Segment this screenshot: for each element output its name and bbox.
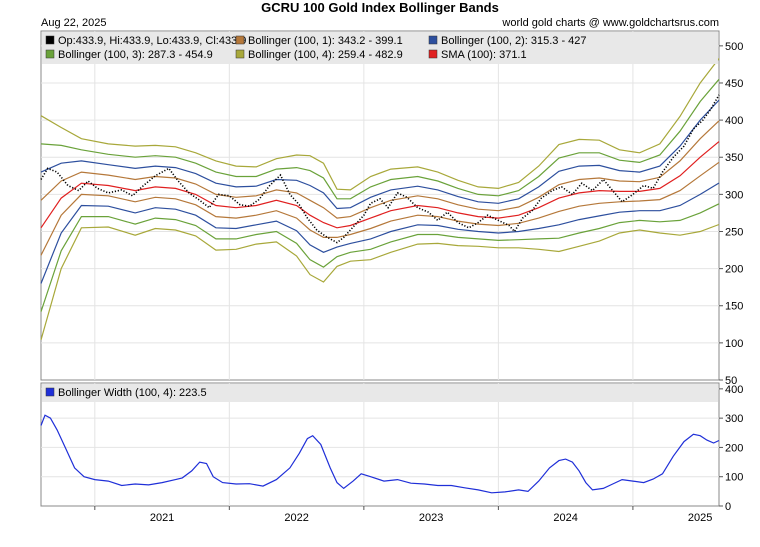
- series-sma-line: [40, 141, 720, 229]
- legend-swatch-band4: [235, 49, 245, 59]
- y-tick-label: 400: [725, 115, 743, 127]
- y-tick-label: 200: [725, 442, 743, 454]
- y-tick-label: 400: [725, 384, 743, 396]
- legend-swatch-sma: [428, 49, 438, 59]
- series-band1-line: [40, 120, 720, 219]
- series-ohlc-line: [40, 94, 720, 244]
- y-tick-label: 300: [725, 189, 743, 201]
- legend-box: [42, 384, 718, 402]
- y-tick-label: 450: [725, 78, 743, 90]
- legend-swatch-band2: [428, 35, 438, 45]
- legend-box: [42, 32, 718, 64]
- series-band4-line: [40, 58, 720, 191]
- series-band4-lower-line: [40, 223, 720, 341]
- price-panel: 50 100 150 200 250 300 350 400 450 500 Op:433.9, H…: [40, 30, 743, 387]
- legend-label-band3: Bollinger (100, 3): 287.3 - 454.9: [58, 49, 213, 61]
- x-tick-label: 2025: [688, 512, 712, 524]
- legend-label-width: Bollinger Width (100, 4): 223.5: [58, 387, 207, 399]
- series-band3-line: [40, 78, 720, 200]
- y-tick-label: 300: [725, 413, 743, 425]
- series-band2-line: [40, 99, 720, 210]
- series-width-line: [40, 414, 720, 494]
- series-band2-lower-line: [40, 182, 720, 284]
- y-tick-label: 0: [725, 501, 731, 513]
- y-tick-label: 200: [725, 264, 743, 276]
- legend-label-ohlc: Op:433.9, Hi:433.9, Lo:433.9, Cl:433.9: [58, 35, 246, 47]
- series-band1-lower-line: [40, 161, 720, 256]
- y-tick-label: 150: [725, 301, 743, 313]
- x-tick-label: 2021: [150, 512, 174, 524]
- y-tick-label: 350: [725, 152, 743, 164]
- y-tick-label: 500: [725, 41, 743, 53]
- y-tick-label: 250: [725, 226, 743, 238]
- x-axis: 2021 2022 2023 2024 2025: [94, 506, 712, 524]
- y-tick-label: 50: [725, 375, 737, 387]
- bollinger-width-panel: 0 100 200 300 400 Bollinger Width (100, 4): 2…: [40, 382, 743, 513]
- date-label: Aug 22, 2025: [41, 17, 106, 29]
- y-tick-label: 100: [725, 338, 743, 350]
- legend-swatch-ohlc: [45, 35, 55, 45]
- x-tick-label: 2023: [419, 512, 443, 524]
- legend-label-band2: Bollinger (100, 2): 315.3 - 427: [441, 35, 587, 47]
- legend-label-band1: Bollinger (100, 1): 343.2 - 399.1: [248, 35, 403, 47]
- series-band3-lower-line: [40, 203, 720, 312]
- legend-label-band4: Bollinger (100, 4): 259.4 - 482.9: [248, 49, 403, 61]
- x-tick-label: 2024: [553, 512, 577, 524]
- x-tick-label: 2022: [284, 512, 308, 524]
- legend-swatch-band1: [235, 35, 245, 45]
- legend-swatch-band3: [45, 49, 55, 59]
- source-label: world gold charts @ www.goldchartsrus.co…: [501, 17, 719, 29]
- legend-swatch-width: [45, 387, 55, 397]
- legend-label-sma: SMA (100): 371.1: [441, 49, 527, 61]
- y-tick-label: 100: [725, 472, 743, 484]
- plot-frame: [40, 30, 720, 381]
- chart-title: GCRU 100 Gold Index Bollinger Bands: [261, 0, 499, 15]
- plot-frame: [40, 382, 720, 507]
